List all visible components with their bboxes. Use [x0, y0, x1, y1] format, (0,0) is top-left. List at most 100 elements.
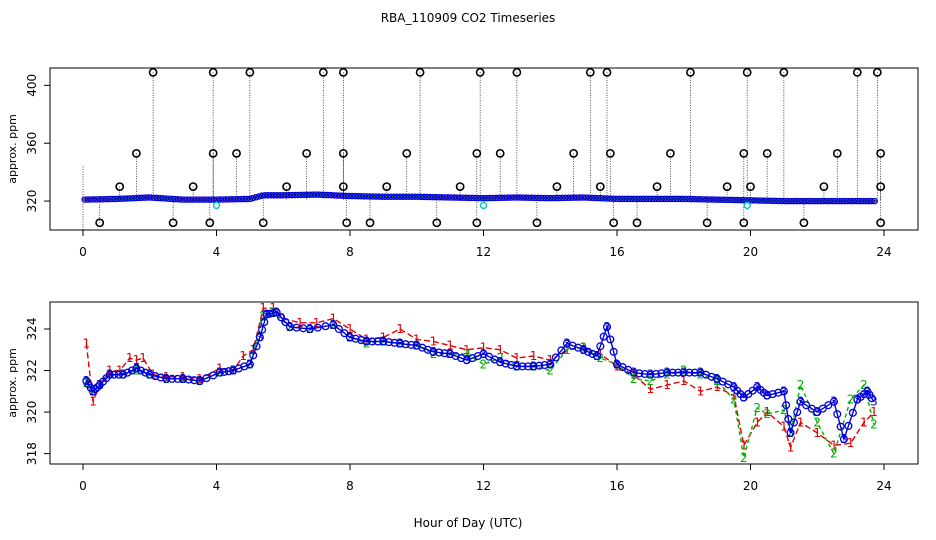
bottom-series-point-3: [179, 374, 188, 383]
bottom-series-label-2: 2: [546, 364, 554, 378]
top-baseline-point: [267, 192, 275, 199]
top-baseline-point: [282, 191, 290, 199]
bottom-series-label-1: 1: [513, 351, 521, 365]
top-baseline-point: [96, 196, 103, 203]
top-baseline-point: [285, 191, 293, 199]
bottom-series-point-3: [523, 362, 533, 371]
top-baseline-point: [201, 196, 209, 203]
bottom-series-point-3: [220, 367, 229, 376]
bottom-series-point-3: [640, 369, 649, 379]
bottom-series-label-1: 1: [546, 353, 554, 367]
bottom-series-point-3: [793, 408, 802, 417]
top-baseline-point: [682, 195, 689, 203]
top-baseline-point: [246, 195, 254, 203]
bottom-series-label-3: 3: [306, 322, 314, 336]
bottom-series-point-3: [209, 371, 218, 380]
top-baseline-point: [522, 194, 530, 201]
bottom-series-point-3: [802, 401, 811, 410]
bottom-series-point-3: [774, 388, 783, 397]
bottom-series-point-3: [588, 349, 597, 358]
bottom-series-label-1: 1: [496, 343, 504, 357]
bottom-series-point-3: [136, 366, 145, 375]
bottom-series-point-3: [396, 339, 405, 348]
bottom-series-label-3: 3: [580, 343, 588, 357]
bottom-series-point-3: [824, 401, 833, 410]
bottom-series-point-3: [557, 346, 566, 355]
top-baseline-point: [399, 193, 407, 200]
bottom-x-tick-label: 12: [476, 479, 491, 493]
top-baseline-point: [823, 197, 830, 205]
top-baseline-point: [537, 194, 545, 202]
top-baseline-point: [543, 194, 551, 202]
top-baseline-point: [99, 195, 106, 203]
bottom-series-label-1: 1: [179, 370, 187, 384]
top-outlier-marker: [382, 182, 392, 192]
top-baseline-point: [670, 195, 677, 203]
top-baseline-point: [300, 191, 308, 199]
bottom-series-label-1: 1: [730, 388, 738, 402]
bottom-series-point-3: [362, 337, 371, 346]
top-baseline-point: [814, 197, 821, 205]
bottom-series-label-1: 1: [630, 368, 638, 382]
top-baseline-point: [700, 196, 707, 203]
x-axis-label: Hour of Day (UTC): [414, 516, 523, 530]
top-baseline-point: [339, 192, 347, 199]
top-baseline-point: [619, 195, 626, 203]
top-baseline-point: [652, 195, 659, 203]
top-baseline-point: [402, 193, 410, 200]
top-baseline-point: [303, 191, 311, 199]
top-panel: approx. ppm 0 4 8 12 16 20 24 320 360 400: [6, 67, 919, 259]
top-baseline-point: [688, 195, 695, 203]
top-baseline-point: [354, 192, 362, 200]
top-baseline-point: [108, 195, 115, 203]
top-baseline-point: [294, 191, 302, 199]
bottom-series-label-3: 3: [216, 366, 224, 380]
top-baseline-point: [156, 194, 164, 202]
bottom-series-label-3: 3: [530, 359, 538, 373]
bottom-series-point-3: [579, 345, 588, 354]
bottom-series-label-2: 2: [797, 378, 805, 392]
top-baseline-point: [574, 194, 581, 201]
top-outlier-marker: [739, 218, 749, 228]
bottom-series-point-3: [606, 335, 615, 344]
bottom-y-tick-label: 322: [25, 359, 39, 382]
bottom-series-label-3: 3: [256, 330, 264, 344]
bottom-series-point-3: [91, 385, 100, 394]
bottom-series-label-1: 1: [763, 405, 771, 419]
top-baseline-point: [321, 191, 329, 199]
bottom-series-label-3: 3: [496, 355, 504, 369]
top-baseline-point: [315, 191, 323, 198]
top-baseline-point: [550, 194, 557, 202]
top-baseline-point: [625, 195, 632, 203]
top-baseline-point: [471, 194, 479, 202]
top-baseline-point: [396, 193, 404, 200]
top-x-tick-label: 20: [743, 245, 758, 259]
top-baseline-point: [345, 192, 353, 200]
top-baseline-point: [435, 193, 443, 201]
bottom-series-point-3: [609, 347, 618, 356]
top-baseline-point: [273, 192, 281, 199]
bottom-series-label-3: 3: [663, 366, 671, 380]
top-baseline-point: [375, 193, 383, 200]
top-baseline-point: [192, 196, 200, 203]
top-baseline-point: [832, 197, 839, 205]
bottom-series-point-3: [668, 368, 677, 377]
bottom-series-label-1: 1: [313, 316, 321, 330]
top-outlier-marker: [746, 182, 755, 192]
bottom-series-label-1: 1: [413, 332, 421, 346]
top-baseline-point: [528, 194, 536, 202]
bottom-series-label-1: 1: [139, 351, 147, 365]
bottom-series-label-2: 2: [463, 347, 471, 361]
bottom-series-point-3: [867, 394, 876, 403]
bottom-series-label-2: 2: [647, 374, 655, 388]
bottom-series-label-2: 2: [680, 364, 688, 378]
top-baseline-point: [805, 197, 812, 205]
bottom-series-label-1: 1: [680, 374, 688, 388]
bottom-series-label-2: 2: [563, 343, 571, 357]
top-cyan-point: [212, 201, 221, 210]
bottom-x-tick-label: 16: [609, 479, 624, 493]
bottom-series-point-3: [429, 347, 438, 356]
top-outlier-marker: [632, 218, 642, 228]
bottom-series-point-3: [93, 383, 102, 392]
top-y-tick-label: 360: [25, 132, 39, 155]
